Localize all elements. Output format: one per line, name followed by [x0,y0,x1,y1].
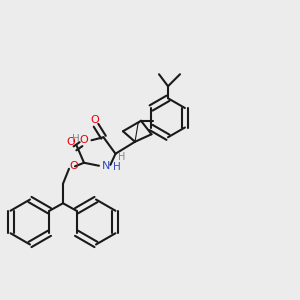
Text: H: H [112,162,120,172]
Text: O: O [90,115,99,125]
Text: O: O [67,137,76,147]
Text: H: H [118,152,125,162]
Text: O: O [69,161,78,171]
Text: O: O [80,135,88,145]
Text: H: H [72,134,80,144]
Text: N: N [102,161,111,171]
